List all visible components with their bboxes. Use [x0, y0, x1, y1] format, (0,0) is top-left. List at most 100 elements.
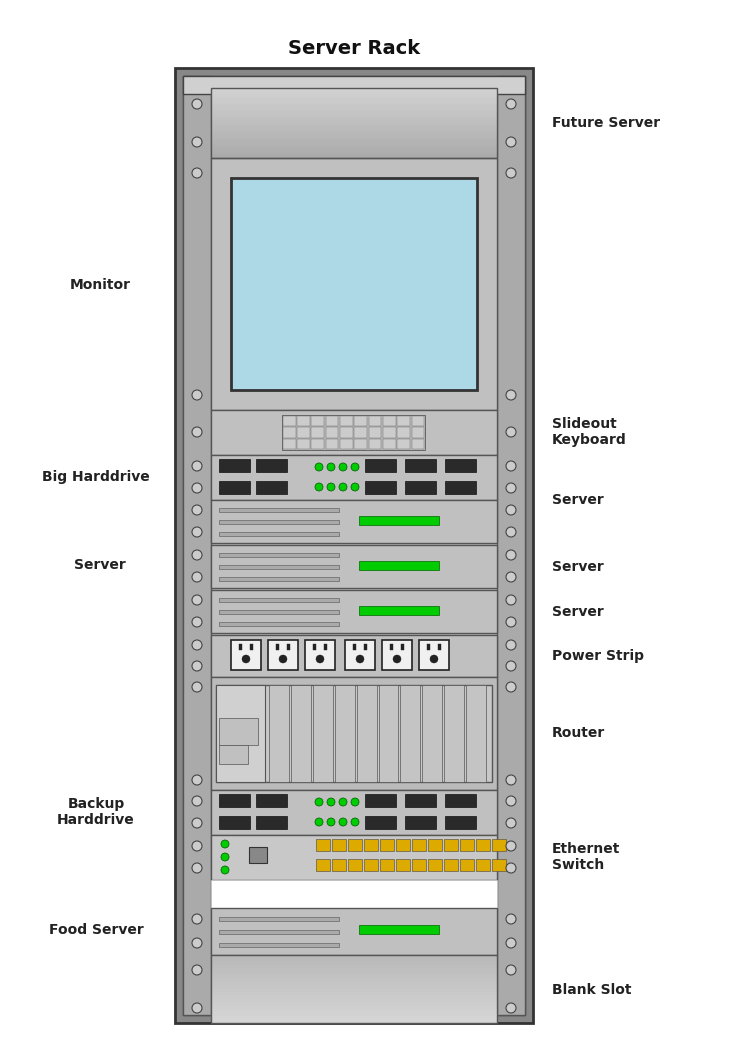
Circle shape [339, 483, 347, 491]
Circle shape [339, 798, 347, 806]
Bar [316, 859, 330, 871]
Circle shape [506, 550, 516, 560]
Circle shape [192, 461, 202, 471]
Circle shape [393, 655, 401, 662]
Circle shape [506, 390, 516, 400]
Bar [219, 520, 339, 524]
Circle shape [192, 914, 202, 924]
Bar [460, 859, 474, 871]
Bar [211, 98, 497, 100]
Bar [355, 427, 367, 438]
Bar [211, 104, 497, 107]
Circle shape [192, 505, 202, 515]
Bar [211, 151, 497, 154]
Bar [219, 718, 258, 745]
Bar [357, 685, 377, 782]
Bar [405, 481, 436, 494]
Bar [256, 794, 287, 807]
Circle shape [339, 818, 347, 826]
Bar [219, 481, 250, 494]
Bar [419, 640, 449, 670]
Bar [211, 116, 497, 119]
Bar [427, 644, 430, 650]
Bar [326, 439, 338, 449]
Bar [219, 745, 248, 764]
Bar [211, 88, 497, 91]
Circle shape [192, 965, 202, 975]
Bar [211, 978, 497, 982]
Bar [345, 640, 375, 670]
Bar [249, 847, 267, 863]
Circle shape [327, 818, 335, 826]
Bar [340, 427, 353, 438]
Bar [216, 685, 492, 782]
Bar [396, 840, 410, 851]
Bar [445, 459, 476, 472]
Bar [219, 917, 339, 921]
Bar [268, 640, 298, 670]
Circle shape [192, 1003, 202, 1013]
Bar [211, 125, 497, 128]
Bar [216, 685, 265, 782]
Text: Server Rack: Server Rack [288, 38, 420, 57]
Bar [211, 545, 497, 588]
Bar [444, 840, 458, 851]
Bar [211, 999, 497, 1003]
Circle shape [316, 655, 324, 662]
Bar [297, 427, 310, 438]
Bar [211, 955, 497, 959]
Bar [211, 139, 497, 142]
Bar [211, 130, 497, 132]
Bar [211, 677, 497, 790]
Text: Future Server: Future Server [552, 116, 660, 130]
Bar [211, 134, 497, 137]
Bar [211, 961, 497, 965]
Bar [324, 644, 327, 650]
Bar [365, 459, 396, 472]
Bar [438, 644, 441, 650]
Bar [383, 427, 396, 438]
Bar [311, 427, 324, 438]
Bar [211, 1012, 497, 1015]
Bar [297, 439, 310, 449]
Circle shape [192, 572, 202, 582]
Bar [466, 685, 486, 782]
Text: Server: Server [74, 558, 126, 572]
Circle shape [506, 617, 516, 628]
Circle shape [192, 527, 202, 537]
Bar [405, 794, 436, 807]
Bar [365, 816, 396, 829]
Bar [211, 113, 497, 116]
Circle shape [327, 483, 335, 491]
Bar [219, 577, 339, 581]
Bar [211, 908, 497, 955]
Circle shape [506, 167, 516, 178]
Bar [326, 416, 338, 426]
Text: Big Harddrive: Big Harddrive [42, 470, 150, 484]
Bar [211, 790, 497, 835]
Circle shape [506, 427, 516, 437]
Bar [365, 481, 396, 494]
Bar [211, 123, 497, 126]
Bar [183, 76, 211, 1015]
Bar [282, 416, 425, 450]
Bar [231, 178, 477, 390]
Bar [428, 840, 442, 851]
Circle shape [506, 818, 516, 828]
Bar [283, 439, 296, 449]
Circle shape [192, 595, 202, 605]
Bar [211, 146, 497, 149]
Bar [444, 685, 464, 782]
Text: Blank Slot: Blank Slot [552, 983, 631, 997]
Bar [211, 500, 497, 543]
Bar [297, 416, 310, 426]
Circle shape [192, 483, 202, 493]
Bar [211, 880, 497, 908]
Bar [445, 816, 476, 829]
Bar [353, 644, 356, 650]
Circle shape [192, 938, 202, 948]
Bar [397, 439, 410, 449]
Circle shape [506, 841, 516, 851]
Bar [355, 416, 367, 426]
Bar [383, 416, 396, 426]
